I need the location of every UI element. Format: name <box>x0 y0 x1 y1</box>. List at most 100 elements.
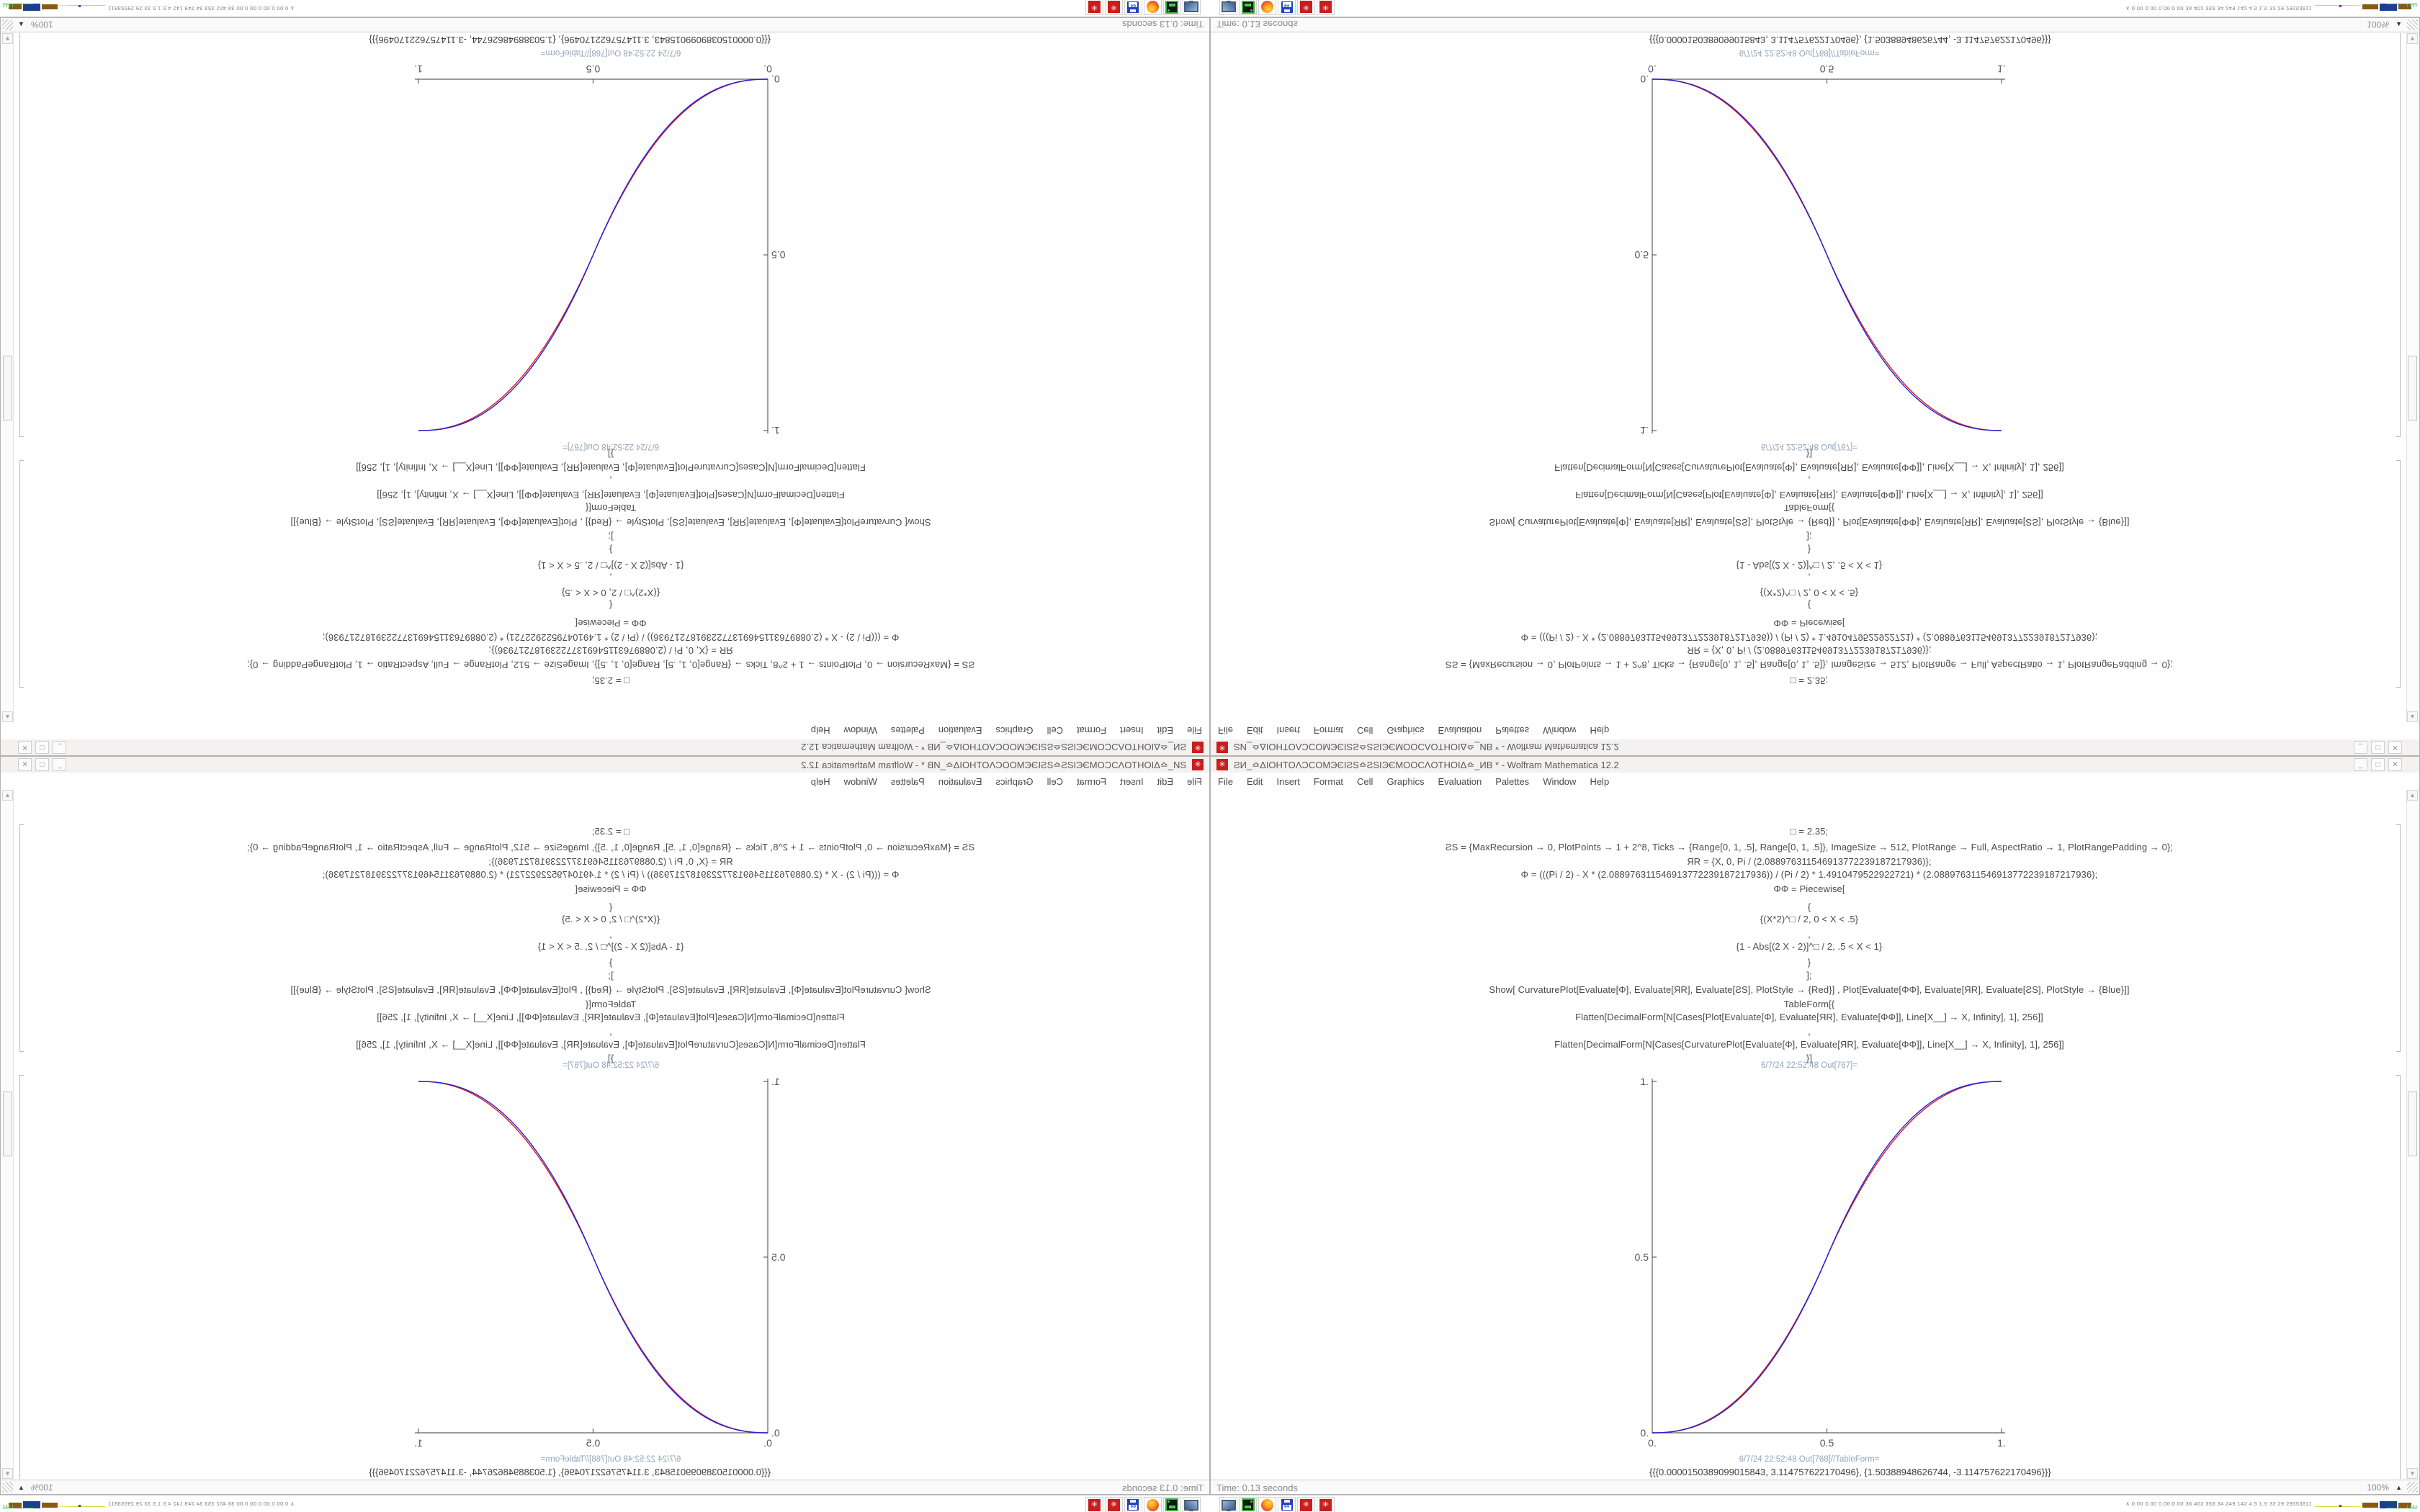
menu-item-graphics[interactable]: Graphics <box>1386 725 1425 737</box>
title-bar[interactable]: ✳ ƧИ_≏ΔIOHTOΛƆCOMЭЄIƧS≏ƧSIЭЄMOOCΛOTHOIΔ≏… <box>1211 757 2419 773</box>
cell-bracket-output[interactable] <box>19 33 24 437</box>
scrollbar-thumb[interactable] <box>2408 1092 2417 1156</box>
magnification-arrow-icon[interactable]: ▲ <box>2396 1484 2402 1491</box>
menu-item-evaluation[interactable]: Evaluation <box>1438 725 1482 737</box>
magnification-value[interactable]: 100% <box>2367 19 2389 30</box>
code-line[interactable]: { <box>609 901 613 912</box>
maximize-button[interactable]: □ <box>35 758 49 771</box>
launcher-button[interactable]: ✳ <box>1317 1497 1335 1512</box>
menu-item-cell[interactable]: Cell <box>1357 775 1373 787</box>
launcher-button[interactable]: 64 <box>1124 1497 1142 1512</box>
menu-item-edit[interactable]: Edit <box>1157 775 1174 787</box>
code-line[interactable]: , <box>609 572 612 583</box>
menu-item-palettes[interactable]: Palettes <box>890 775 925 787</box>
maximize-button[interactable]: □ <box>35 741 49 754</box>
menu-item-format[interactable]: Format <box>1076 775 1107 787</box>
menu-item-insert[interactable]: Insert <box>1276 725 1300 737</box>
notebook-content[interactable]: □ = 2.35; ƧS = {MaxRecursion → 0, PlotPoi… <box>13 33 1209 722</box>
code-line[interactable]: } <box>1807 957 1811 968</box>
launcher-button[interactable] <box>1219 1497 1237 1512</box>
code-line[interactable]: □ = 2.35; <box>1790 675 1829 686</box>
code-line[interactable]: ]; <box>608 531 614 542</box>
menu-item-evaluation[interactable]: Evaluation <box>938 775 982 787</box>
code-line[interactable]: Show[ CurvaturePlot[Evaluate[Φ], Evaluat… <box>1489 984 2130 995</box>
code-line[interactable]: TableForm[{ <box>1783 999 1835 1009</box>
menu-item-format[interactable]: Format <box>1313 775 1344 787</box>
code-line[interactable]: ƧS = {MaxRecursion → 0, PlotPoints → 1 +… <box>246 660 975 670</box>
code-line[interactable]: {1 - Abs[(2 X - 2)]^□ / 2, .5 < X < 1} <box>1736 941 1883 952</box>
launcher-button[interactable] <box>1144 0 1162 15</box>
code-line[interactable]: Φ = (((Pi / 2) - X * (2.0889763115469137… <box>1520 632 2098 643</box>
code-line[interactable]: , <box>1808 475 1811 486</box>
cell-bracket-output[interactable] <box>2396 1075 2401 1479</box>
menu-item-format[interactable]: Format <box>1313 725 1344 737</box>
menu-item-insert[interactable]: Insert <box>1120 775 1144 787</box>
launcher-button[interactable] <box>1258 0 1276 15</box>
window-resize-grip[interactable] <box>2407 19 2418 30</box>
vertical-scrollbar[interactable]: ▲ ▼ <box>2406 33 2419 722</box>
code-line[interactable]: Show[ CurvaturePlot[Evaluate[Φ], Evaluat… <box>290 517 931 528</box>
menu-item-file[interactable]: File <box>1218 725 1233 737</box>
magnification-arrow-icon[interactable]: ▲ <box>18 21 24 28</box>
launcher-button[interactable]: 64 <box>1278 0 1296 15</box>
code-line[interactable]: {1 - Abs[(2 X - 2)]^□ / 2, .5 < X < 1} <box>537 560 684 571</box>
magnification-value[interactable]: 100% <box>31 19 53 30</box>
code-line[interactable]: Flatten[DecimalForm[N[Cases[Plot[Evaluat… <box>377 490 845 500</box>
code-line[interactable]: , <box>1808 572 1811 583</box>
code-line[interactable]: {1 - Abs[(2 X - 2)]^□ / 2, .5 < X < 1} <box>537 941 684 952</box>
code-line[interactable]: Φ = (((Pi / 2) - X * (2.0889763115469137… <box>322 869 900 880</box>
code-line[interactable]: } <box>609 957 613 968</box>
scroll-up-button[interactable]: ▲ <box>2 711 13 722</box>
launcher-button[interactable]: ✳ <box>1297 1497 1315 1512</box>
code-line[interactable]: , <box>609 929 612 940</box>
code-line[interactable]: ΦΦ = Piecewise[ <box>1773 883 1845 894</box>
menu-item-insert[interactable]: Insert <box>1120 725 1144 737</box>
menu-item-graphics[interactable]: Graphics <box>995 775 1034 787</box>
scroll-up-button[interactable]: ▲ <box>2407 790 2418 801</box>
scroll-up-button[interactable]: ▲ <box>2407 711 2418 722</box>
code-line[interactable]: TableForm[{ <box>585 999 637 1009</box>
scroll-down-button[interactable]: ▼ <box>2 1468 13 1479</box>
close-button[interactable]: ✕ <box>2388 758 2402 771</box>
scrollbar-thumb[interactable] <box>3 1092 12 1156</box>
scroll-down-button[interactable]: ▼ <box>2407 1468 2418 1479</box>
code-line[interactable]: □ = 2.35; <box>591 826 630 837</box>
close-button[interactable]: ✕ <box>2388 741 2402 754</box>
scroll-down-button[interactable]: ▼ <box>2407 33 2418 44</box>
code-line[interactable]: , <box>609 1026 612 1037</box>
menu-item-window[interactable]: Window <box>843 775 877 787</box>
window-resize-grip[interactable] <box>2407 1482 2418 1493</box>
maximize-button[interactable]: □ <box>2371 741 2385 754</box>
launcher-button[interactable] <box>1144 1497 1162 1512</box>
menu-item-insert[interactable]: Insert <box>1276 775 1300 787</box>
cell-bracket-input[interactable] <box>2396 460 2401 688</box>
notebook-content[interactable]: □ = 2.35; ƧS = {MaxRecursion → 0, PlotPoi… <box>1211 33 2407 722</box>
menu-item-graphics[interactable]: Graphics <box>995 725 1034 737</box>
cell-bracket-input[interactable] <box>2396 824 2401 1052</box>
menu-item-palettes[interactable]: Palettes <box>1495 725 1530 737</box>
code-line[interactable]: { <box>1807 600 1811 611</box>
minimize-button[interactable]: _ <box>2354 758 2367 771</box>
scrollbar-thumb[interactable] <box>2408 356 2417 420</box>
menu-item-edit[interactable]: Edit <box>1157 725 1174 737</box>
launcher-button[interactable]: 64 <box>1278 1497 1296 1512</box>
menu-item-evaluation[interactable]: Evaluation <box>938 725 982 737</box>
code-line[interactable]: ΦΦ = Piecewise[ <box>575 883 647 894</box>
menu-item-palettes[interactable]: Palettes <box>890 725 925 737</box>
code-line[interactable]: ƧS = {MaxRecursion → 0, PlotPoints → 1 +… <box>1445 660 2174 670</box>
code-line[interactable]: ЯR = {X, 0, Pi / (2.08897631154691377223… <box>1687 856 1932 867</box>
code-line[interactable]: ЯR = {X, 0, Pi / (2.08897631154691377223… <box>488 856 733 867</box>
magnification-value[interactable]: 100% <box>31 1482 53 1493</box>
menu-item-file[interactable]: File <box>1218 775 1233 787</box>
code-line[interactable]: , <box>1808 1026 1811 1037</box>
menu-item-file[interactable]: File <box>1187 725 1202 737</box>
minimize-button[interactable]: _ <box>53 741 66 754</box>
menu-item-palettes[interactable]: Palettes <box>1495 775 1530 787</box>
menu-item-graphics[interactable]: Graphics <box>1386 775 1425 787</box>
title-bar[interactable]: ✳ ƧИ_≏ΔIOHTOΛƆCOMЭЄIƧS≏ƧSIЭЄMOOCΛOTHOIΔ≏… <box>1211 739 2419 755</box>
magnification-arrow-icon[interactable]: ▲ <box>2396 21 2402 28</box>
minimize-button[interactable]: _ <box>2354 741 2367 754</box>
menu-item-help[interactable]: Help <box>810 725 830 737</box>
cell-bracket-output[interactable] <box>2396 33 2401 437</box>
menu-item-evaluation[interactable]: Evaluation <box>1438 775 1482 787</box>
